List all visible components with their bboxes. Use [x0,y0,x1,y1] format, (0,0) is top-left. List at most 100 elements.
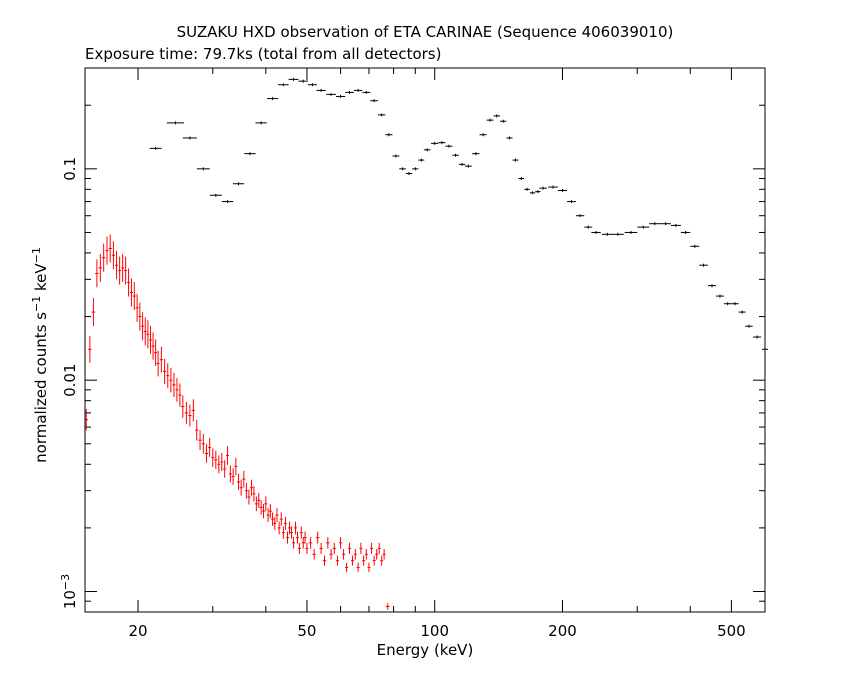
data-point [288,77,299,81]
data-point [149,326,153,354]
data-point [308,537,313,549]
data-point [252,486,256,502]
data-point [257,492,261,508]
data-point [169,367,173,393]
data-point [191,399,196,422]
data-point [506,136,513,140]
data-point [372,555,376,566]
data-point [575,214,585,218]
data-point [500,119,507,123]
data-point [472,152,480,156]
data-point [198,430,202,451]
data-point [105,236,109,265]
data-point [156,350,160,377]
data-point [649,222,661,226]
data-point [188,404,192,427]
chart-title: SUZAKU HXD observation of ETA CARINAE (S… [177,23,674,41]
data-point [699,263,708,267]
data-point [312,548,316,560]
data-point [132,282,136,311]
data-point [88,335,92,363]
y-axis-label: normalized counts s−1 keV−1 [30,247,50,463]
data-point [680,230,691,234]
data-point [412,167,419,171]
data-point [301,537,305,549]
data-point [228,465,232,483]
data-point [209,193,222,197]
data-point [121,253,125,282]
y-axis-ticks: 10−3 0.01 0.1 [59,104,765,613]
x-tick-label: 200 [548,622,577,640]
data-point [382,548,386,560]
data-point [143,317,147,346]
data-point [271,512,275,526]
data-point [259,500,263,515]
data-point [196,167,210,171]
y-tick-label: 0.01 [61,363,79,396]
data-point [445,144,453,148]
data-point [356,562,360,573]
data-point [305,542,309,554]
data-point [367,562,371,573]
data-point [288,521,292,535]
plot-frame [84,67,766,613]
y-tick-label-base: 0.01 [61,363,79,396]
data-point [286,531,290,544]
data-point [226,446,230,465]
data-point [670,223,681,227]
data-point [266,508,270,522]
data-point [690,244,700,248]
data-point [716,294,724,298]
data-point [753,335,762,339]
data-point [624,230,638,234]
data-point [91,298,96,327]
data-point [182,136,197,140]
data-point [399,167,406,171]
y-tick-label: 10−3 [59,574,79,609]
x-axis-label: Energy (keV) [377,641,474,659]
data-point [108,234,112,263]
data-point [380,555,384,566]
data-point [548,185,558,189]
y-tick-label-base: 0.1 [61,157,79,181]
data-point [135,293,139,322]
y-tick-label-base: 10 [61,590,79,609]
data-point [342,548,346,560]
data-point [335,94,346,98]
data-point [267,97,279,101]
data-point [350,555,354,566]
data-point [524,187,530,191]
data-point [322,555,327,566]
data-point [405,172,413,176]
data-point [175,377,179,402]
data-point [335,555,340,566]
data-point [518,177,525,181]
data-point [247,489,251,505]
data-point [319,542,323,554]
data-point [184,401,189,424]
data-point [244,482,248,499]
data-point [370,542,374,554]
data-point [345,562,349,573]
data-point [611,232,624,236]
x-axis-ticks: 20 50 100 200 500 [128,68,766,640]
data-point [166,121,185,125]
data-point [195,419,199,441]
data-point [362,90,371,94]
data-point [242,470,246,488]
data-point [303,531,307,544]
y-axis-label-base: normalized counts s [32,312,50,463]
data-point [279,512,283,526]
y-axis-label-exp2: −1 [30,247,43,263]
data-point [370,99,378,103]
data-point [458,162,466,166]
data-point [217,455,221,474]
data-point [111,241,115,270]
y-tick-label-exp: −3 [59,574,72,590]
data-point [98,253,103,282]
data-point [231,468,235,485]
data-point [364,548,368,560]
data-point [154,339,158,367]
data-point [255,121,267,125]
